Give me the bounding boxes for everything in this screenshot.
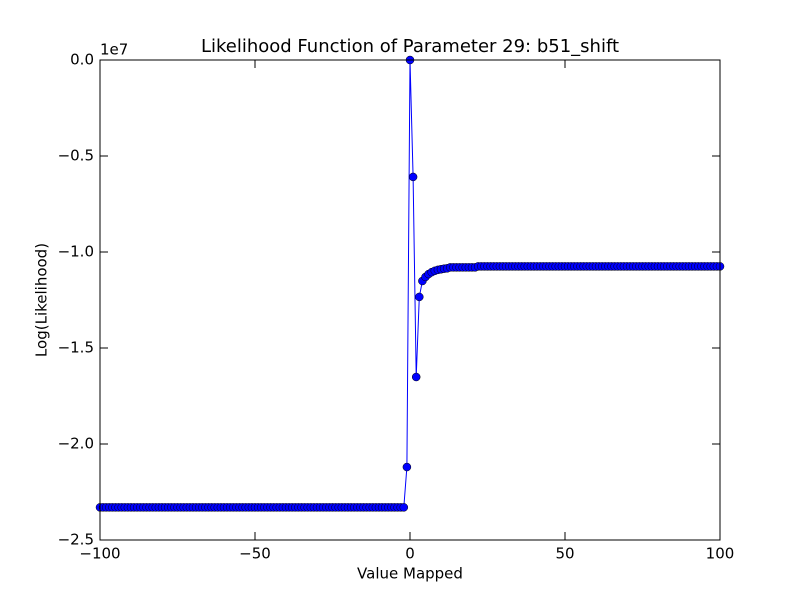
y-tick-label: −2.0 bbox=[58, 435, 94, 453]
y-offset-label: 1e7 bbox=[100, 41, 128, 59]
data-point bbox=[411, 372, 421, 382]
x-tick-label: −50 bbox=[239, 545, 271, 563]
chart-title: Likelihood Function of Parameter 29: b51… bbox=[201, 36, 619, 57]
x-tick-label: 50 bbox=[555, 545, 574, 563]
y-tick-label: 0.0 bbox=[70, 51, 94, 69]
x-tick-label: 100 bbox=[706, 545, 735, 563]
x-tick-label: 0 bbox=[405, 545, 415, 563]
data-point bbox=[415, 292, 424, 302]
y-tick-label: −1.5 bbox=[58, 339, 94, 357]
y-tick-label: −0.5 bbox=[58, 147, 94, 165]
y-tick-label: −1.0 bbox=[58, 243, 94, 261]
plot-frame bbox=[99, 59, 721, 541]
data-point bbox=[402, 462, 412, 472]
data-point bbox=[399, 503, 409, 512]
data-point bbox=[408, 172, 418, 182]
x-axis-label: Value Mapped bbox=[357, 565, 463, 583]
y-axis-label: Log(Likelihood) bbox=[33, 243, 51, 357]
y-tick-label: −2.5 bbox=[58, 531, 94, 549]
x-tick-label: −100 bbox=[79, 545, 120, 563]
